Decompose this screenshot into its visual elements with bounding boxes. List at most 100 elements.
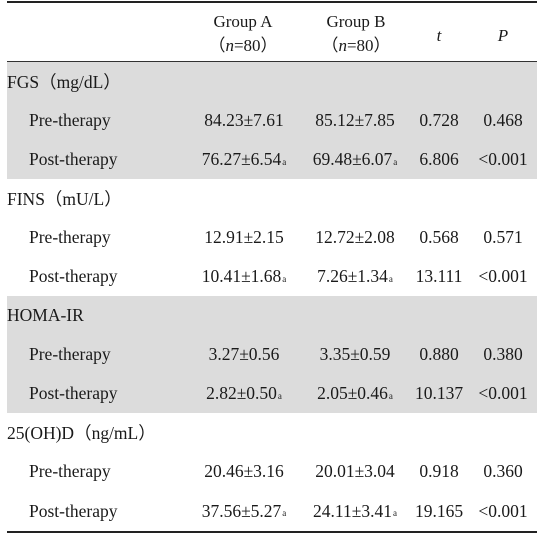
cell-p: 0.380	[469, 335, 537, 374]
header-group-a-n-value: =80）	[233, 36, 278, 55]
row-label-value: Post-therapy	[29, 500, 118, 521]
cell-group-a: 2.82±0.50 a	[189, 374, 299, 413]
cell-p-value: 0.571	[483, 227, 523, 247]
cell-p: 0.360	[469, 452, 537, 491]
table-row: Pre-therapy 3.27±0.56 3.35±0.59 0.880 0.380	[7, 335, 537, 374]
cell-t: 0.880	[411, 335, 467, 374]
cell-group-a: 37.56±5.27 a	[189, 491, 299, 531]
cell-group-a-significance-mark: a	[282, 156, 287, 167]
header-group-a-n-var: n	[225, 36, 234, 55]
cell-group-a-value: 3.27±0.56	[208, 344, 280, 364]
table-row: Pre-therapy 20.46±3.16 20.01±3.04 0.918 0.36…	[7, 452, 537, 491]
cell-p-value: <0.001	[478, 266, 528, 286]
cell-group-b: 24.11±3.41 a	[300, 491, 410, 531]
table-row: Pre-therapy 84.23±7.61 85.12±7.85 0.728 0.46…	[7, 101, 537, 140]
table-bottom-rule	[7, 531, 537, 533]
cell-group-b-significance-mark: a	[392, 508, 397, 518]
cell-group-b: 3.35±0.59	[300, 335, 410, 374]
row-label-value: Pre-therapy	[29, 344, 111, 364]
row-label-value: Pre-therapy	[29, 461, 111, 481]
table-row: Post-therapy 76.27±6.54 a 69.48±6.07 a 6.806 <…	[7, 140, 537, 179]
row-label-value: Post-therapy	[29, 149, 118, 169]
cell-t: 13.111	[411, 257, 467, 296]
row-label: Pre-therapy	[29, 452, 111, 491]
cell-t-value: 19.165	[414, 500, 464, 521]
cell-group-a-value: 2.82±0.50	[206, 383, 277, 403]
cell-p-value: 0.380	[483, 344, 523, 364]
cell-group-a-significance-mark: a	[282, 273, 287, 284]
table-row: Pre-therapy 12.91±2.15 12.72±2.08 0.568 0.57…	[7, 218, 537, 257]
row-label: Pre-therapy	[29, 335, 111, 374]
cell-group-a-value: 10.41±1.68	[201, 266, 282, 286]
cell-t: 0.568	[411, 218, 467, 257]
header-group-b-n: （n=80）	[296, 34, 416, 58]
cell-group-b-value: 7.26±1.34	[317, 266, 388, 286]
cell-group-a: 20.46±3.16	[189, 452, 299, 491]
cell-p: <0.001	[469, 491, 537, 531]
section-title: FGS（mg/dL）	[7, 72, 121, 92]
section-title-row: HOMA-IR	[7, 296, 537, 335]
cell-group-b-value: 3.35±0.59	[319, 344, 391, 364]
cell-p: 0.571	[469, 218, 537, 257]
table-header-rule	[7, 61, 537, 62]
cell-p: 0.468	[469, 101, 537, 140]
header-group-a-n: （n=80）	[183, 34, 303, 58]
row-label-value: Post-therapy	[29, 266, 118, 286]
section-title-row: FINS（mU/L）	[7, 179, 537, 218]
section-title: HOMA-IR	[7, 305, 84, 325]
cell-p-value: <0.001	[478, 149, 528, 169]
cell-t: 19.165	[411, 491, 467, 531]
cell-group-b: 7.26±1.34 a	[300, 257, 410, 296]
table-row: Post-therapy 2.82±0.50 a 2.05±0.46 a 10.137 <0…	[7, 374, 537, 413]
cell-group-a: 3.27±0.56	[189, 335, 299, 374]
header-group-a-name: Group A	[213, 12, 273, 31]
cell-group-b: 85.12±7.85	[300, 101, 410, 140]
cell-p-value: <0.001	[478, 500, 528, 521]
cell-group-b: 69.48±6.07 a	[300, 140, 410, 179]
cell-t-value: 0.568	[419, 227, 459, 247]
cell-p-value: 0.468	[483, 110, 523, 130]
cell-group-b: 20.01±3.04	[300, 452, 410, 491]
row-label: Pre-therapy	[29, 218, 111, 257]
header-group-b-name: Group B	[326, 12, 386, 31]
row-label: Post-therapy	[29, 491, 117, 531]
cell-p-value: <0.001	[478, 383, 528, 403]
header-p: P	[497, 26, 509, 45]
cell-group-a: 12.91±2.15	[189, 218, 299, 257]
cell-t-value: 0.880	[419, 344, 459, 364]
header-group-b-n-value: =80）	[346, 36, 391, 55]
cell-t: 6.806	[411, 140, 467, 179]
header-group-a-n-open: （	[208, 36, 226, 55]
cell-t: 0.918	[411, 452, 467, 491]
cell-group-b-value: 12.72±2.08	[315, 227, 395, 247]
cell-t-value: 10.137	[414, 383, 464, 403]
row-label-value: Pre-therapy	[29, 227, 111, 247]
cell-group-a-significance-mark: a	[282, 508, 287, 518]
row-label-value: Pre-therapy	[29, 110, 111, 130]
cell-t-value: 13.111	[415, 266, 463, 286]
table-header: Group A （n=80） Group B （n=80） t P	[7, 3, 537, 61]
row-label: Post-therapy	[29, 374, 117, 413]
cell-t-value: 6.806	[419, 149, 459, 169]
row-label-value: Post-therapy	[29, 383, 118, 403]
cell-group-b: 2.05±0.46 a	[300, 374, 410, 413]
cell-t: 10.137	[411, 374, 467, 413]
row-label: Pre-therapy	[29, 101, 111, 140]
cell-group-b-value: 69.48±6.07	[312, 149, 393, 169]
header-group-a: Group A （n=80）	[183, 10, 303, 58]
header-group-b-n-open: （	[321, 36, 339, 55]
cell-group-b-value: 2.05±0.46	[317, 383, 388, 403]
table-top-rule	[7, 1, 537, 3]
cell-group-a-value: 20.46±3.16	[204, 461, 284, 481]
cell-t-value: 0.918	[419, 461, 459, 481]
cell-group-b-value: 24.11±3.41	[313, 500, 392, 521]
cell-group-a: 84.23±7.61	[189, 101, 299, 140]
cell-group-a: 10.41±1.68 a	[189, 257, 299, 296]
cell-group-a-significance-mark: a	[277, 390, 282, 401]
cell-group-b-significance-mark: a	[388, 390, 393, 401]
table-body: FGS（mg/dL） Pre-therapy 84.23±7.61 85.12±7.8…	[7, 62, 537, 531]
section-title-row: 25(OH)D（ng/mL）	[7, 413, 537, 452]
section-title: 25(OH)D（ng/mL）	[7, 423, 156, 443]
cell-group-a-value: 12.91±2.15	[204, 227, 284, 247]
cell-group-b-value: 85.12±7.85	[315, 110, 395, 130]
